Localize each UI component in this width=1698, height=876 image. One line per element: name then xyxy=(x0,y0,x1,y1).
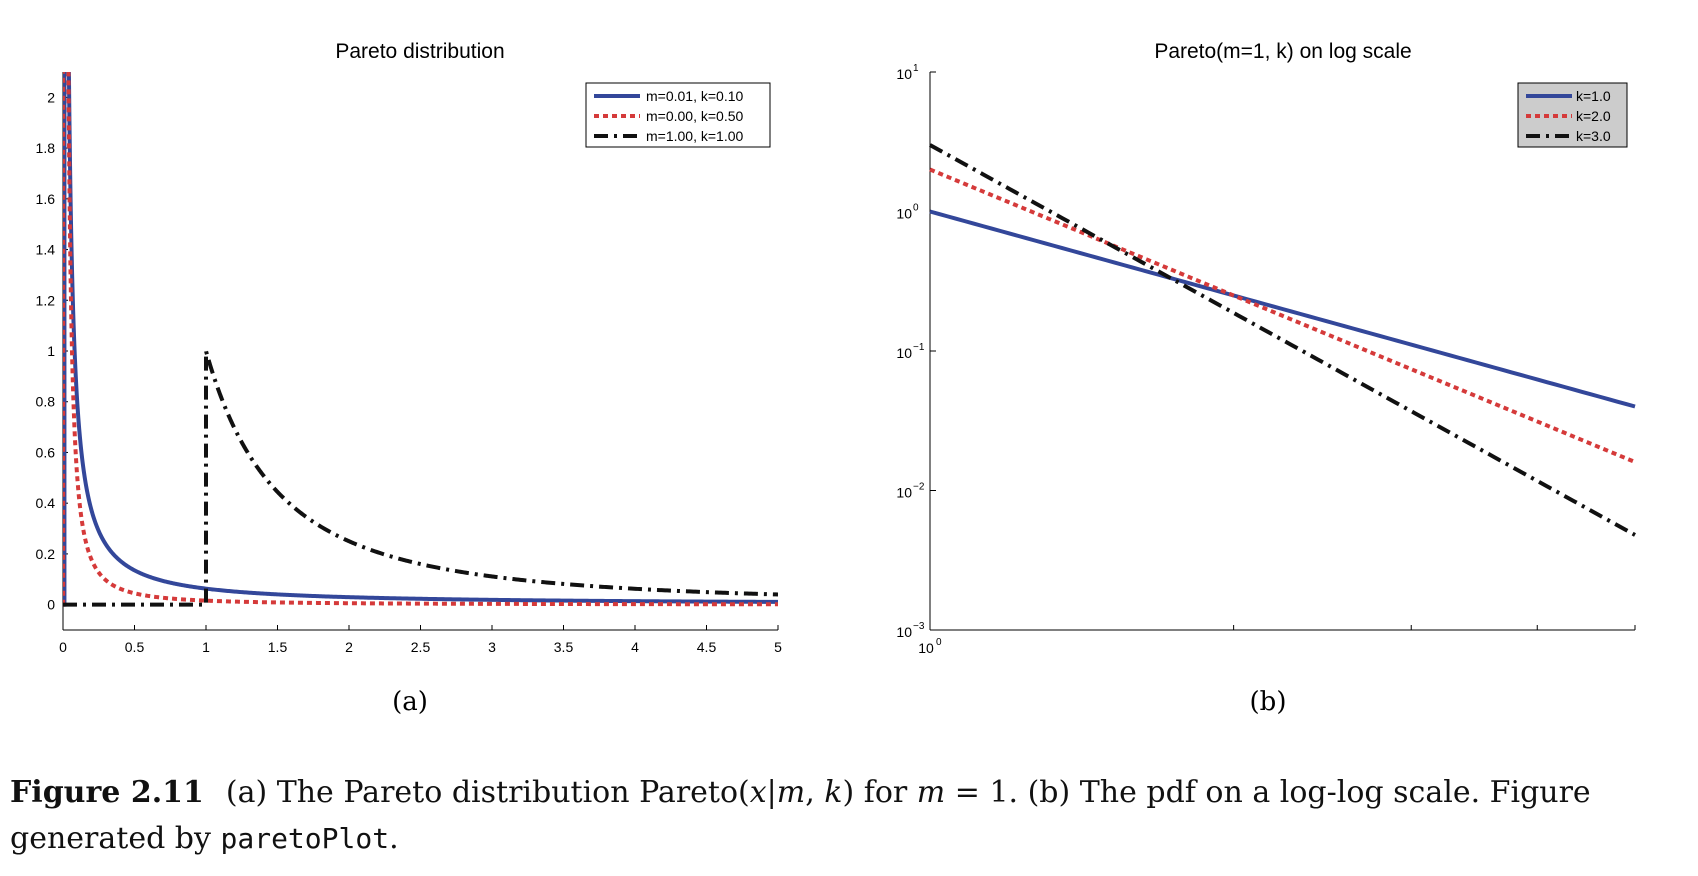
chart-b-x-ticks: 10 0 xyxy=(918,625,1636,656)
caption-figure-label: Figure 2.11 xyxy=(10,775,204,810)
chart-a-x-ticks: 0 0.5 1 1.5 2 2.5 3 3.5 4 4.5 5 xyxy=(59,625,782,655)
chart-b-y-tick-label: 10 xyxy=(896,485,912,501)
chart-a-x-tick-label: 5 xyxy=(774,639,782,655)
chart-a-x-tick-label: 0.5 xyxy=(125,639,145,655)
chart-a-y-tick-label: 0.4 xyxy=(36,495,56,511)
chart-a-y-tick-label: 1.4 xyxy=(36,242,56,258)
chart-a-legend-label-0: m=0.01, k=0.10 xyxy=(646,88,744,104)
chart-a-series-line-0 xyxy=(63,72,778,607)
caption-text-2: ) for xyxy=(842,775,917,810)
caption-code: paretoPlot xyxy=(220,822,390,855)
chart-a-y-tick-label: 1.2 xyxy=(36,292,56,308)
chart-b-legend-label-1: k=2.0 xyxy=(1576,108,1611,124)
chart-a-y-tick-label: 0.2 xyxy=(36,546,56,562)
chart-a-series-line-2 xyxy=(63,349,778,607)
chart-b-legend-label-0: k=1.0 xyxy=(1576,88,1611,104)
chart-b-series-line-0 xyxy=(929,209,1636,409)
chart-a-y-tick-label: 1 xyxy=(47,343,55,359)
chart-b-x-tick-exponent: 0 xyxy=(936,637,942,648)
chart-a-y-tick-label: 0.8 xyxy=(36,394,56,410)
chart-b-legend-label-2: k=3.0 xyxy=(1576,128,1611,144)
chart-a-x-tick-label: 1.5 xyxy=(268,639,288,655)
chart-b-y-tick-label: 10 xyxy=(896,345,912,361)
caption-var-x: x xyxy=(749,775,767,810)
caption-var-m: m xyxy=(776,775,806,810)
chart-b-y-tick-exponent: 0 xyxy=(913,203,919,214)
chart-b-series-line-2 xyxy=(929,143,1636,537)
chart-a-y-tick-label: 0.6 xyxy=(36,444,56,460)
chart-b-series-line-1 xyxy=(929,167,1636,464)
caption-text-3: = 1. (b) The pdf on a log-log scale. Fig… xyxy=(10,775,1591,856)
chart-b-y-tick-exponent: −1 xyxy=(913,342,925,353)
chart-a-x-tick-label: 4.5 xyxy=(697,639,717,655)
caption-text-1: (a) The Pareto distribution Pareto( xyxy=(225,775,750,810)
chart-b-y-tick-label: 10 xyxy=(896,66,912,82)
chart-b-y-tick-label: 10 xyxy=(896,206,912,222)
caption-comma: , xyxy=(805,775,825,810)
caption-bar: | xyxy=(766,775,777,810)
chart-a-x-tick-label: 3.5 xyxy=(554,639,574,655)
chart-a-y-tick-label: 0 xyxy=(47,597,55,613)
panel-b-label: (b) xyxy=(1250,687,1287,717)
chart-a-legend-label-2: m=1.00, k=1.00 xyxy=(646,128,744,144)
caption-text-4: . xyxy=(389,821,399,856)
caption-var-m2: m xyxy=(916,775,946,810)
chart-a-series-line-1 xyxy=(63,72,778,607)
chart-a-y-tick-label: 1.6 xyxy=(36,191,56,207)
caption-var-k: k xyxy=(824,775,843,810)
chart-a-legend: m=0.01, k=0.10 m=0.00, k=0.50 m=1.00, k=… xyxy=(585,82,771,148)
chart-a-x-tick-label: 3 xyxy=(488,639,496,655)
chart-b-y-tick-exponent: −2 xyxy=(913,482,925,493)
chart-a-y-tick-label: 2 xyxy=(47,89,55,105)
chart-a-x-tick-label: 0 xyxy=(59,639,67,655)
chart-a-x-tick-label: 4 xyxy=(631,639,639,655)
chart-b-x-tick-label: 10 xyxy=(918,640,934,656)
chart-b-title: Pareto(m=1, k) on log scale xyxy=(1154,40,1411,63)
chart-a-y-tick-label: 1.8 xyxy=(36,140,56,156)
chart-a-series xyxy=(63,72,778,607)
chart-b-y-tick-exponent: 1 xyxy=(913,63,919,74)
chart-a-x-tick-label: 2 xyxy=(345,639,353,655)
chart-a-x-tick-label: 2.5 xyxy=(411,639,431,655)
chart-a-y-ticks: 0 0.2 0.4 0.6 0.8 1 1.2 1.4 1.6 1.8 2 xyxy=(36,89,68,613)
chart-a-x-tick-label: 1 xyxy=(202,639,210,655)
chart-b-legend: k=1.0 k=2.0 k=3.0 xyxy=(1517,82,1628,148)
chart-b-series xyxy=(929,143,1636,537)
chart-b-y-tick-exponent: −3 xyxy=(913,621,925,632)
panel-a-pareto-distribution: Pareto distribution 0 0.5 1 1.5 2 2.5 3 3.5 4 4.5… xyxy=(36,40,783,717)
chart-a-title: Pareto distribution xyxy=(335,40,504,63)
figure-caption: Figure 2.11 (a) The Pareto distribution P… xyxy=(10,770,1690,862)
chart-b-y-tick-label: 10 xyxy=(896,624,912,640)
panel-a-label: (a) xyxy=(392,687,428,717)
chart-a-legend-label-1: m=0.00, k=0.50 xyxy=(646,108,744,124)
